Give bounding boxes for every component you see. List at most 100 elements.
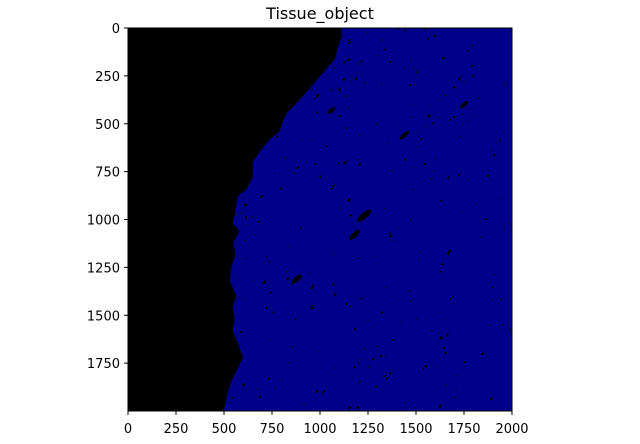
tissue-hole <box>347 38 352 41</box>
y-tick-label: 500 <box>95 118 120 133</box>
tissue-hole <box>448 119 451 121</box>
tissue-hole <box>372 256 375 258</box>
tissue-hole <box>490 149 492 152</box>
tissue-hole <box>380 83 382 85</box>
tissue-hole <box>244 256 247 260</box>
tissue-hole <box>270 340 272 342</box>
tissue-hole <box>426 38 429 41</box>
tissue-hole <box>463 361 466 364</box>
tissue-hole <box>350 80 352 83</box>
tissue-hole <box>288 245 290 247</box>
y-tick-label: 250 <box>95 70 120 85</box>
tissue-hole <box>503 227 506 230</box>
tissue-hole <box>491 286 494 289</box>
tissue-hole <box>445 384 448 387</box>
x-tick-label: 1750 <box>447 422 480 437</box>
tissue-hole <box>360 358 362 361</box>
tissue-hole <box>416 71 420 74</box>
tissue-hole <box>410 116 412 118</box>
tissue-hole <box>467 120 469 123</box>
tissue-hole <box>459 75 463 78</box>
tissue-hole <box>337 162 340 165</box>
tissue-hole <box>380 38 384 42</box>
tissue-hole <box>353 327 357 331</box>
tissue-hole <box>494 273 496 276</box>
tissue-hole <box>410 218 412 222</box>
x-axis: 0 250 500 750 1000 1250 1500 1750 2000 <box>124 411 529 437</box>
tissue-hole <box>292 274 302 284</box>
tissue-hole <box>477 97 480 100</box>
tissue-hole <box>375 385 378 388</box>
tissue-hole <box>388 232 392 236</box>
tissue-hole <box>294 318 297 321</box>
tissue-hole <box>463 80 465 83</box>
tissue-hole <box>441 56 445 60</box>
tissue-hole <box>403 67 405 69</box>
tissue-hole <box>391 339 394 342</box>
tissue-hole <box>466 50 469 53</box>
tissue-hole <box>384 377 389 380</box>
tissue-hole <box>434 157 437 160</box>
tissue-hole <box>499 197 501 199</box>
tissue-hole <box>394 122 396 124</box>
tissue-hole <box>473 115 475 117</box>
tissue-hole <box>440 271 443 273</box>
tissue-hole <box>310 89 313 93</box>
tissue-hole <box>366 32 369 35</box>
tissue-hole <box>422 368 425 371</box>
tissue-hole <box>404 29 407 32</box>
tissue-hole <box>363 348 366 351</box>
tissue-hole <box>357 361 360 363</box>
tissue-hole <box>438 332 441 334</box>
y-tick-label: 0 <box>112 22 120 37</box>
tissue-hole <box>444 351 447 355</box>
tissue-hole <box>330 88 333 91</box>
tissue-hole <box>399 131 410 140</box>
tissue-hole <box>318 350 320 352</box>
tissue-hole <box>288 361 290 364</box>
tissue-hole <box>433 34 437 38</box>
tissue-hole <box>437 100 440 102</box>
tissue-hole <box>230 402 232 404</box>
tissue-hole <box>244 239 246 242</box>
y-tick-label: 1250 <box>87 261 120 276</box>
y-tick-label: 1000 <box>87 214 120 229</box>
tissue-hole <box>256 388 259 391</box>
tissue-hole <box>415 69 418 71</box>
tissue-hole <box>333 66 335 70</box>
tissue-hole <box>414 406 417 409</box>
tissue-hole <box>256 220 260 224</box>
tissue-hole <box>283 145 285 147</box>
tissue-hole <box>430 329 433 332</box>
tissue-hole <box>343 161 347 165</box>
tissue-hole <box>383 374 387 378</box>
tissue-hole <box>446 252 450 255</box>
tissue-hole <box>349 214 352 217</box>
tissue-hole <box>408 290 412 292</box>
tissue-hole <box>246 224 249 226</box>
tissue-hole <box>296 166 300 170</box>
tissue-hole <box>357 257 360 259</box>
tissue-hole <box>498 141 501 144</box>
tissue-hole <box>425 125 427 127</box>
tissue-hole <box>508 222 510 224</box>
tissue-hole <box>413 166 415 168</box>
tissue-hole <box>459 101 469 109</box>
tissue-hole <box>385 355 388 357</box>
tissue-hole <box>424 28 427 31</box>
tissue-hole <box>284 156 287 160</box>
tissue-hole <box>357 63 359 65</box>
tissue-hole <box>498 138 502 142</box>
tissue-hole <box>489 324 491 327</box>
tissue-hole <box>436 365 438 367</box>
tissue-hole <box>377 54 379 56</box>
tissue-hole <box>285 270 289 273</box>
tissue-hole <box>309 139 312 141</box>
x-tick-label: 1000 <box>303 422 336 437</box>
tissue-hole <box>457 77 461 81</box>
tissue-hole <box>430 177 434 180</box>
tissue-hole <box>253 279 255 282</box>
tissue-hole <box>461 113 465 115</box>
tissue-hole <box>488 281 491 283</box>
tissue-hole <box>437 117 440 119</box>
